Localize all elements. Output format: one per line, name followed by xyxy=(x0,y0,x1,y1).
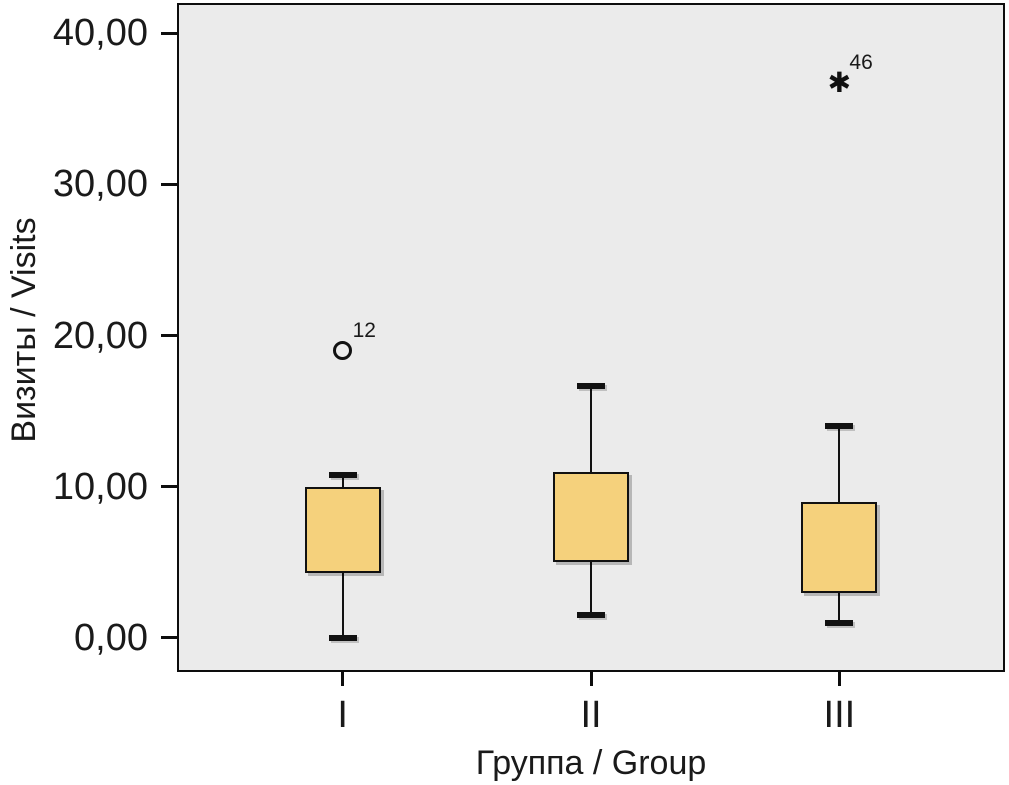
y-tick-label: 40,00 xyxy=(52,12,148,55)
whisker-line-lower xyxy=(838,592,841,623)
y-tick-mark xyxy=(161,636,177,640)
outlier-case-label: 12 xyxy=(352,318,376,342)
whisker-cap-lower xyxy=(577,612,605,619)
whisker-line-lower xyxy=(341,572,344,638)
y-tick-label: 0,00 xyxy=(74,616,148,659)
whisker-line-upper xyxy=(838,426,841,502)
x-category-label: I xyxy=(337,694,348,736)
whisker-line-upper xyxy=(590,385,592,472)
whisker-cap-upper xyxy=(328,471,357,478)
y-tick-mark xyxy=(161,31,177,35)
box-II xyxy=(553,471,629,563)
whisker-cap-lower xyxy=(328,634,357,641)
y-tick-label: 30,00 xyxy=(52,163,148,206)
x-tick-mark xyxy=(837,672,841,686)
x-tick-mark xyxy=(341,672,345,686)
box-III xyxy=(801,501,878,593)
plot-area: 12 ✱ 46 xyxy=(177,3,1005,672)
outlier-case-label: 46 xyxy=(849,51,873,75)
whisker-line-lower xyxy=(590,562,592,616)
whisker-cap-lower xyxy=(825,619,854,626)
whisker-cap-upper xyxy=(825,423,854,430)
box-I xyxy=(304,486,381,573)
y-tick-mark xyxy=(161,485,177,489)
x-tick-mark xyxy=(589,672,593,686)
whisker-line-upper xyxy=(341,474,344,487)
y-tick-label: 20,00 xyxy=(52,314,148,357)
x-category-label: III xyxy=(823,694,856,736)
outlier-circle-marker xyxy=(333,341,353,361)
x-category-label: II xyxy=(580,694,602,736)
y-tick-label: 10,00 xyxy=(52,465,148,508)
outlier-asterisk-marker: ✱ xyxy=(827,66,852,100)
x-axis-title: Группа / Group xyxy=(475,744,707,782)
whisker-cap-upper xyxy=(577,382,605,389)
y-tick-mark xyxy=(161,182,177,186)
y-tick-mark xyxy=(161,334,177,338)
